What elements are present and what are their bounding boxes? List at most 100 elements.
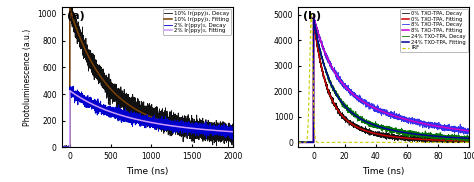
8% TXO-TPA, Fitting [455, 128, 460, 130]
0% TXO-TPA, Fitting [462, 140, 468, 142]
0% TXO-TPA, Fitting [311, 19, 317, 22]
8% TXO-TPA, Decay [462, 132, 468, 134]
24% TXO-TPA, Fitting [451, 136, 456, 139]
X-axis label: Time (ns): Time (ns) [363, 167, 405, 176]
0% TXO-TPA, Fitting [396, 136, 401, 139]
24% TXO-TPA, Fitting [295, 141, 301, 143]
8% TXO-TPA, Decay [396, 114, 401, 116]
IRF [309, 11, 314, 13]
2% Ir(ppy)₃, Decay [136, 116, 141, 118]
Legend: 0% TXO-TPA, Decay, 0% TXO-TPA, Fitting, 8% TXO-TPA, Decay, 8% TXO-TPA, Fitting, : 0% TXO-TPA, Decay, 0% TXO-TPA, Fitting, … [400, 9, 468, 52]
8% TXO-TPA, Fitting [295, 141, 301, 143]
24% TXO-TPA, Fitting [311, 17, 317, 20]
2% Ir(ppy)₃, Fitting [59, 146, 64, 149]
0% TXO-TPA, Decay [451, 139, 456, 141]
24% TXO-TPA, Fitting [337, 99, 343, 102]
2% Ir(ppy)₃, Decay [71, 85, 76, 87]
10% Ir(ppy)₃, Fitting [123, 102, 129, 104]
0% TXO-TPA, Fitting [451, 139, 456, 142]
10% Ir(ppy)₃, Decay [100, 87, 106, 89]
0% TXO-TPA, Fitting [455, 140, 460, 142]
IRF [335, 141, 340, 143]
2% Ir(ppy)₃, Decay [123, 112, 129, 114]
10% Ir(ppy)₃, Fitting [229, 133, 235, 135]
IRF [396, 141, 401, 143]
Text: (a): (a) [67, 11, 84, 21]
24% TXO-TPA, Decay [335, 95, 340, 97]
Y-axis label: Photoluminescence (a.u.): Photoluminescence (a.u.) [23, 29, 32, 126]
10% Ir(ppy)₃, Decay [136, 109, 141, 111]
2% Ir(ppy)₃, Fitting [229, 130, 235, 133]
10% Ir(ppy)₃, Decay [99, 66, 104, 68]
10% Ir(ppy)₃, Decay [230, 132, 236, 134]
10% Ir(ppy)₃, Fitting [59, 146, 64, 149]
8% TXO-TPA, Decay [466, 128, 472, 130]
24% TXO-TPA, Decay [455, 136, 460, 138]
10% Ir(ppy)₃, Decay [67, 0, 73, 2]
24% TXO-TPA, Decay [462, 138, 468, 140]
2% Ir(ppy)₃, Decay [100, 107, 105, 109]
Line: 2% Ir(ppy)₃, Fitting: 2% Ir(ppy)₃, Fitting [62, 91, 233, 147]
10% Ir(ppy)₃, Decay [59, 146, 64, 148]
IRF [466, 141, 472, 143]
Line: 2% Ir(ppy)₃, Decay: 2% Ir(ppy)₃, Decay [62, 86, 233, 147]
0% TXO-TPA, Decay [335, 106, 340, 108]
24% TXO-TPA, Decay [451, 135, 456, 137]
0% TXO-TPA, Decay [466, 140, 472, 142]
Line: 24% TXO-TPA, Fitting: 24% TXO-TPA, Fitting [298, 19, 469, 142]
8% TXO-TPA, Fitting [311, 15, 317, 17]
10% Ir(ppy)₃, Fitting [100, 79, 106, 81]
2% Ir(ppy)₃, Fitting [67, 90, 73, 92]
8% TXO-TPA, Decay [451, 126, 456, 128]
0% TXO-TPA, Decay [311, 19, 317, 21]
10% Ir(ppy)₃, Decay [229, 134, 235, 136]
24% TXO-TPA, Fitting [462, 137, 468, 139]
24% TXO-TPA, Decay [466, 136, 472, 139]
0% TXO-TPA, Decay [295, 141, 301, 143]
8% TXO-TPA, Decay [334, 78, 340, 80]
2% Ir(ppy)₃, Decay [100, 108, 106, 110]
2% Ir(ppy)₃, Fitting [136, 119, 141, 121]
8% TXO-TPA, Fitting [334, 75, 340, 77]
IRF [462, 141, 468, 143]
Line: 0% TXO-TPA, Decay: 0% TXO-TPA, Decay [298, 20, 469, 142]
Line: IRF: IRF [298, 12, 469, 142]
X-axis label: Time (ns): Time (ns) [126, 167, 168, 176]
8% TXO-TPA, Fitting [396, 116, 401, 118]
8% TXO-TPA, Decay [311, 13, 317, 15]
24% TXO-TPA, Fitting [334, 95, 340, 97]
10% Ir(ppy)₃, Fitting [230, 133, 236, 135]
Line: 0% TXO-TPA, Fitting: 0% TXO-TPA, Fitting [298, 21, 469, 142]
IRF [295, 141, 301, 143]
24% TXO-TPA, Fitting [466, 137, 472, 139]
24% TXO-TPA, Decay [337, 100, 343, 102]
2% Ir(ppy)₃, Fitting [230, 131, 236, 133]
8% TXO-TPA, Decay [337, 79, 343, 81]
0% TXO-TPA, Fitting [466, 140, 472, 142]
8% TXO-TPA, Fitting [337, 79, 343, 82]
2% Ir(ppy)₃, Fitting [99, 107, 104, 109]
IRF [337, 141, 343, 143]
24% TXO-TPA, Decay [295, 141, 301, 143]
0% TXO-TPA, Decay [337, 112, 343, 114]
10% Ir(ppy)₃, Fitting [136, 110, 141, 112]
IRF [451, 141, 456, 143]
IRF [455, 141, 460, 143]
24% TXO-TPA, Decay [396, 130, 401, 132]
IRF [315, 141, 321, 143]
2% Ir(ppy)₃, Decay [99, 113, 104, 116]
10% Ir(ppy)₃, Fitting [99, 77, 104, 79]
Line: 8% TXO-TPA, Fitting: 8% TXO-TPA, Fitting [298, 16, 469, 142]
0% TXO-TPA, Decay [462, 139, 468, 141]
Line: 8% TXO-TPA, Decay: 8% TXO-TPA, Decay [298, 14, 469, 142]
2% Ir(ppy)₃, Fitting [123, 116, 129, 118]
24% TXO-TPA, Fitting [455, 137, 460, 139]
2% Ir(ppy)₃, Fitting [100, 108, 105, 110]
8% TXO-TPA, Decay [295, 141, 301, 143]
8% TXO-TPA, Fitting [466, 130, 472, 132]
0% TXO-TPA, Fitting [295, 141, 301, 143]
0% TXO-TPA, Fitting [334, 108, 340, 110]
8% TXO-TPA, Decay [455, 131, 460, 133]
0% TXO-TPA, Decay [455, 139, 460, 142]
2% Ir(ppy)₃, Fitting [100, 108, 106, 110]
